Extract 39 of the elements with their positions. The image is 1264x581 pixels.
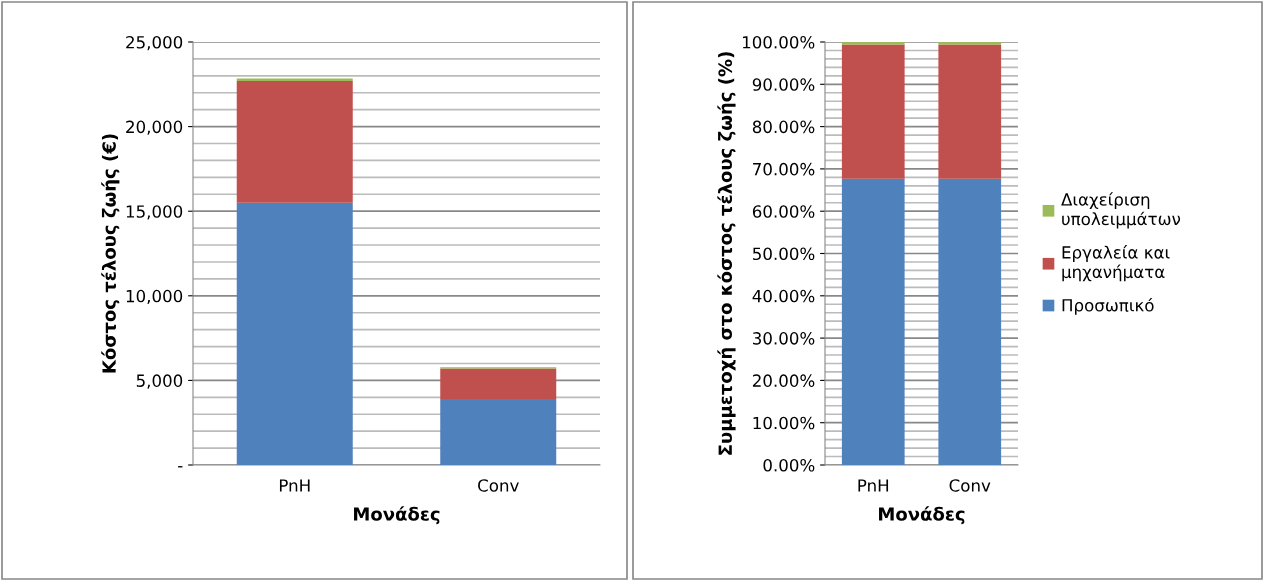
y-tick-label: 10,000: [126, 289, 183, 305]
y-tick-label: 80.00%: [752, 120, 815, 134]
y-tick-label: 25,000: [126, 35, 183, 51]
y-tick-label: 20.00%: [752, 374, 815, 387]
y-tick-label: 100.00%: [742, 35, 815, 49]
y-tick-label: 20,000: [126, 120, 183, 135]
bar: [236, 80, 353, 203]
bar: [841, 42, 905, 45]
bar: [938, 42, 1002, 45]
bar: [841, 178, 905, 465]
x-tick-label: PnH: [858, 479, 889, 492]
y-tick-label: -: [178, 466, 183, 468]
bar: [841, 44, 905, 179]
x-tick-label: Conv: [478, 479, 519, 492]
legend-label: Προσωπικό: [1062, 298, 1154, 315]
y-tick-label: 90.00%: [752, 78, 815, 91]
x-axis-title: Μονάδες: [354, 506, 440, 525]
legend-label: Διαχείριση υπολειμμάτων: [1061, 192, 1181, 229]
bar: [938, 44, 1002, 179]
bar: [440, 368, 557, 400]
y-tick-label: 5,000: [136, 374, 183, 389]
bar: [440, 399, 557, 465]
bar: [236, 78, 353, 81]
y-tick-label: 15,000: [126, 205, 183, 220]
x-axis-title: Μονάδες: [879, 506, 965, 525]
y-axis-title: Κόστος τέλους ζωής (€): [101, 134, 120, 373]
y-tick-label: 30.00%: [753, 332, 815, 345]
y-tick-label: 40.00%: [752, 289, 815, 303]
y-tick-label: 50.00%: [753, 247, 815, 261]
y-tick-label: 60.00%: [752, 205, 815, 218]
bar: [938, 178, 1002, 465]
y-tick-label: 0.00%: [763, 458, 815, 472]
legend-label: Εργαλεία και μηχανήματα: [1062, 245, 1170, 282]
y-tick-label: 70.00%: [753, 162, 815, 176]
x-tick-label: PnH: [279, 479, 310, 492]
y-tick-label: 10.00%: [753, 416, 815, 430]
bar: [236, 202, 353, 465]
y-axis-title: Συμμετοχή στο κόστος τέλους ζωής (%): [717, 52, 736, 455]
x-tick-label: Conv: [949, 479, 991, 492]
